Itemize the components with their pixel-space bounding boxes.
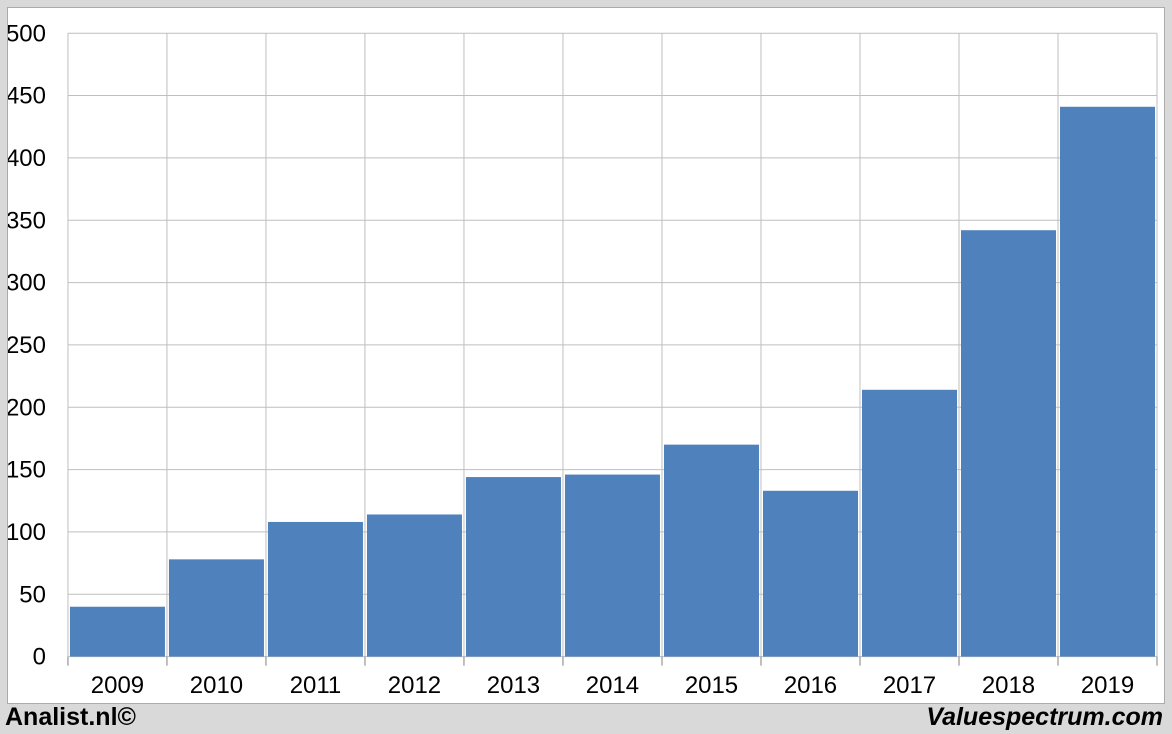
svg-text:0: 0 (33, 644, 46, 671)
svg-text:2014: 2014 (586, 672, 639, 699)
svg-text:400: 400 (8, 145, 46, 172)
svg-text:2017: 2017 (883, 672, 936, 699)
svg-text:50: 50 (19, 581, 46, 608)
svg-text:250: 250 (8, 332, 46, 359)
svg-text:350: 350 (8, 207, 46, 234)
svg-text:2015: 2015 (685, 672, 738, 699)
svg-text:2010: 2010 (190, 672, 243, 699)
svg-text:200: 200 (8, 394, 46, 421)
svg-text:2011: 2011 (290, 672, 342, 699)
svg-text:300: 300 (8, 270, 46, 297)
svg-text:2019: 2019 (1081, 672, 1134, 699)
svg-text:500: 500 (8, 20, 46, 47)
svg-text:2012: 2012 (388, 672, 441, 699)
svg-text:450: 450 (8, 83, 46, 110)
svg-text:2016: 2016 (784, 672, 837, 699)
svg-text:2009: 2009 (91, 672, 144, 699)
svg-text:150: 150 (8, 457, 46, 484)
svg-text:2013: 2013 (487, 672, 540, 699)
svg-text:2018: 2018 (982, 672, 1035, 699)
svg-text:100: 100 (8, 519, 46, 546)
